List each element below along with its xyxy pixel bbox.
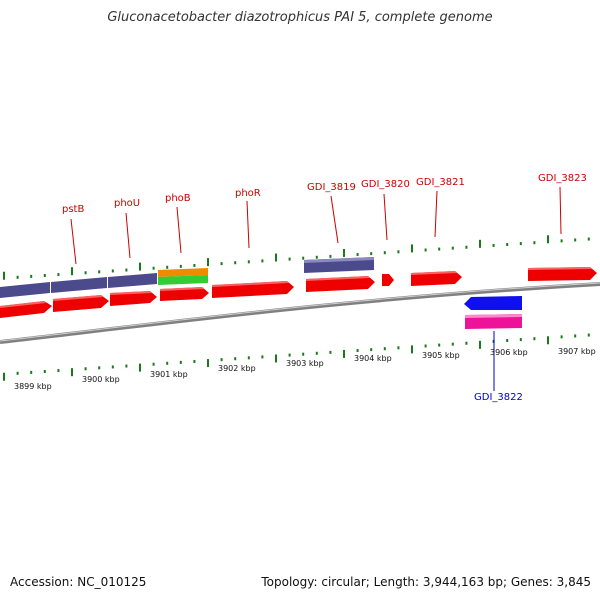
gene-labels: pstB phoU phoB phoR GDI_3819 GDI_3820 GD… bbox=[62, 173, 587, 215]
label-phoR[interactable]: phoR bbox=[235, 188, 261, 199]
gene-block bbox=[51, 277, 107, 293]
gene-block-orange bbox=[158, 268, 208, 277]
gene-block bbox=[108, 273, 157, 288]
gene-blocks bbox=[0, 257, 374, 298]
label-phoB[interactable]: phoB bbox=[165, 193, 191, 204]
cds-arrow-highlight bbox=[110, 291, 152, 295]
cds-arrows bbox=[0, 267, 597, 318]
cds-arrow-highlight bbox=[53, 295, 103, 301]
gene-block-magenta-highlight bbox=[465, 314, 522, 318]
kbp-label: 3905 kbp bbox=[422, 351, 460, 360]
label-leaders bbox=[70, 186, 562, 265]
cds-arrow-highlight bbox=[411, 271, 457, 275]
leader-phoR bbox=[246, 200, 250, 249]
outer-tick-marks bbox=[3, 235, 590, 280]
kbp-label: 3900 kbp bbox=[82, 375, 120, 384]
label-GDI_3823[interactable]: GDI_3823 bbox=[538, 173, 587, 184]
gene-block bbox=[0, 282, 50, 298]
label-pstB[interactable]: pstB bbox=[62, 204, 84, 215]
leader-phoU bbox=[125, 212, 131, 259]
label-GDI_3820[interactable]: GDI_3820 bbox=[361, 179, 410, 190]
genome-backbone-highlight bbox=[0, 282, 600, 342]
cds-arrow bbox=[528, 267, 597, 281]
gene-block-green bbox=[158, 275, 208, 285]
leader-GDI_3823 bbox=[559, 186, 562, 235]
cds-arrow-reverse bbox=[464, 296, 522, 310]
leader-GDI_3820 bbox=[383, 193, 388, 241]
cds-arrow-highlight bbox=[160, 287, 204, 291]
leader-GDI_3819 bbox=[330, 195, 339, 244]
kbp-label: 3906 kbp bbox=[490, 348, 528, 357]
cds-arrow-highlight bbox=[306, 276, 370, 281]
kbp-label: 3899 kbp bbox=[14, 382, 52, 391]
leader-phoB bbox=[176, 206, 182, 254]
kbp-label: 3901 kbp bbox=[150, 370, 188, 379]
label-phoU[interactable]: phoU bbox=[114, 198, 140, 209]
label-GDI_3822[interactable]: GDI_3822 bbox=[474, 392, 523, 403]
gene-block bbox=[304, 257, 374, 263]
cds-arrow-highlight bbox=[212, 281, 289, 287]
cds-arrow-highlights bbox=[0, 267, 592, 308]
kbp-label: 3903 kbp bbox=[286, 359, 324, 368]
genome-backbone bbox=[0, 282, 600, 344]
cds-arrow bbox=[411, 271, 462, 286]
kbp-label: 3902 kbp bbox=[218, 364, 256, 373]
kbp-labels: 3899 kbp 3900 kbp 3901 kbp 3902 kbp 3903… bbox=[14, 347, 596, 391]
leader-GDI_3821 bbox=[434, 190, 438, 238]
kbp-label: 3904 kbp bbox=[354, 354, 392, 363]
accession-text: Accession: NC_010125 bbox=[10, 575, 147, 589]
cds-arrow bbox=[110, 291, 157, 306]
cds-arrow-highlight bbox=[528, 267, 592, 270]
cds-arrow-highlight bbox=[0, 301, 46, 308]
kbp-label: 3907 kbp bbox=[558, 347, 596, 356]
cds-arrow bbox=[382, 274, 394, 286]
cds-arrow bbox=[160, 287, 209, 301]
inner-tick-marks bbox=[3, 333, 590, 381]
leader-pstB bbox=[70, 218, 77, 265]
label-GDI_3819[interactable]: GDI_3819 bbox=[307, 182, 356, 193]
label-GDI_3821[interactable]: GDI_3821 bbox=[416, 177, 465, 188]
genome-summary-text: Topology: circular; Length: 3,944,163 bp… bbox=[261, 575, 591, 589]
map-title: Gluconacetobacter diazotrophicus PAI 5, … bbox=[107, 10, 493, 25]
